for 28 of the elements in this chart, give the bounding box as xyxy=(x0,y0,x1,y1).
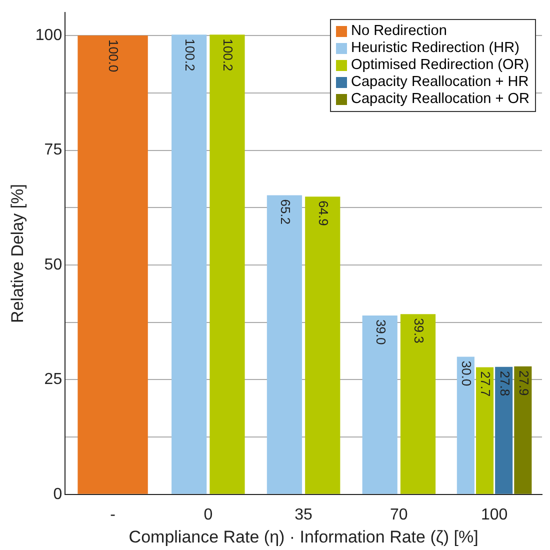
data-label: 64.9 xyxy=(316,200,332,226)
x-tick-label: 0 xyxy=(204,506,213,524)
x-tick-label: 70 xyxy=(390,506,408,524)
x-tick-label: 35 xyxy=(294,506,313,524)
legend-label: Capacity Reallocation + OR xyxy=(351,90,530,108)
data-label: 39.0 xyxy=(373,319,388,345)
x-axis-title: Compliance Rate (η) · Information Rate (ζ) [%] xyxy=(128,527,478,546)
x-tick-label: - xyxy=(110,506,116,524)
y-tick-label: 25 xyxy=(44,371,62,388)
legend-label: Optimised Redirection (OR) xyxy=(351,56,530,74)
y-tick-label: 75 xyxy=(44,142,62,159)
data-label: 30.0 xyxy=(459,360,474,386)
data-label: 27.7 xyxy=(478,371,494,397)
data-label: 100.2 xyxy=(182,38,198,72)
data-label: 100.2 xyxy=(220,38,236,72)
legend-label: Heuristic Redirection (HR) xyxy=(351,40,520,57)
y-tick-label: 50 xyxy=(44,256,62,274)
data-label: 100.0 xyxy=(106,40,122,72)
data-label: 27.9 xyxy=(516,370,532,396)
legend-label: Capacity Reallocation + HR xyxy=(351,74,529,91)
data-label: 27.8 xyxy=(497,370,512,396)
legend-label: No Redirection xyxy=(351,22,447,40)
data-label: 39.3 xyxy=(411,318,426,344)
x-tick-label: 100 xyxy=(480,506,508,524)
y-tick-label: 100 xyxy=(35,26,62,44)
y-tick-label: 0 xyxy=(53,486,62,503)
y-axis-title: Relative Delay [%] xyxy=(8,184,27,323)
data-label: 65.2 xyxy=(278,199,293,225)
